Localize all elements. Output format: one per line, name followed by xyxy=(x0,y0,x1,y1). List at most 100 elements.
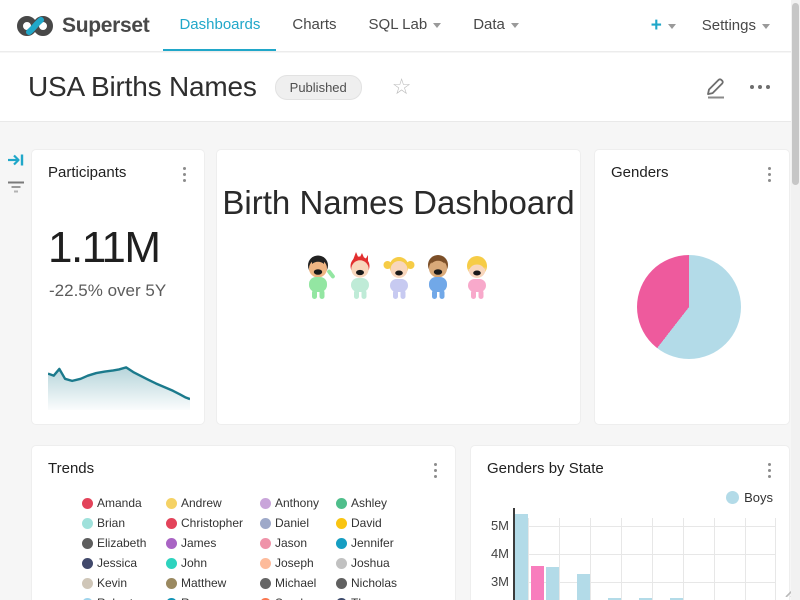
legend-label: Elizabeth xyxy=(97,536,147,550)
legend-item[interactable]: Matthew xyxy=(166,576,260,590)
legend-item[interactable]: Jennifer xyxy=(336,536,436,550)
scrollbar-thumb[interactable] xyxy=(792,3,799,185)
legend-item[interactable]: Joshua xyxy=(336,556,436,570)
nav-right: + Settings xyxy=(651,0,800,51)
legend-item[interactable]: Anthony xyxy=(260,496,336,510)
legend-dot xyxy=(82,537,93,549)
nav-item-dashboards[interactable]: Dashboards xyxy=(163,0,277,51)
legend-label: Joseph xyxy=(275,556,314,570)
superset-logo[interactable]: Superset xyxy=(16,0,150,51)
y-axis-tick: 4M xyxy=(490,546,509,561)
legend-item[interactable]: James xyxy=(166,536,260,550)
new-item-button[interactable]: + xyxy=(651,16,676,35)
legend-item[interactable]: Daniel xyxy=(260,516,336,530)
children-illustration xyxy=(217,252,580,304)
page-title: USA Births Names xyxy=(28,71,257,102)
nav-label: Charts xyxy=(292,16,337,33)
legend-item[interactable]: Jessica xyxy=(82,556,166,570)
gbs-bars xyxy=(471,446,789,600)
legend-item[interactable]: Kevin xyxy=(82,576,166,590)
bar-girls[interactable] xyxy=(530,566,544,600)
legend-item-boys[interactable]: Boys xyxy=(726,490,773,505)
legend-dot xyxy=(82,597,93,600)
legend-item[interactable]: Ashley xyxy=(336,496,436,510)
bar-boys[interactable] xyxy=(515,513,528,600)
top-nav: Superset Dashboards Charts SQL Lab Data … xyxy=(0,0,800,52)
legend-item[interactable]: Ryan xyxy=(166,596,260,600)
settings-menu[interactable]: Settings xyxy=(702,17,770,34)
y-axis-line xyxy=(513,508,515,600)
legend-dot xyxy=(82,497,93,509)
legend-label: Jessica xyxy=(97,556,138,570)
chevron-down-icon xyxy=(667,24,676,29)
gridline xyxy=(590,518,591,600)
more-ellipsis-icon[interactable] xyxy=(750,85,770,89)
legend-label: Nicholas xyxy=(351,576,398,590)
nav-item-data[interactable]: Data xyxy=(457,0,535,51)
legend-label: Christopher xyxy=(181,516,244,530)
legend-item[interactable]: Sarah xyxy=(260,596,336,600)
sparkline-line xyxy=(48,367,190,399)
gridline xyxy=(652,518,653,600)
legend-dot xyxy=(82,577,93,589)
filter-list-icon[interactable] xyxy=(7,180,25,194)
edit-pencil-icon[interactable] xyxy=(704,74,728,100)
bar-boys[interactable] xyxy=(608,597,621,600)
legend-label: Thomas xyxy=(351,596,394,600)
scrollbar-track[interactable] xyxy=(791,0,800,600)
legend-item[interactable]: Joseph xyxy=(260,556,336,570)
legend-label: Boys xyxy=(744,490,773,505)
legend-item[interactable]: David xyxy=(336,516,436,530)
legend-item[interactable]: Amanda xyxy=(82,496,166,510)
gridline xyxy=(513,582,775,583)
genders-pie[interactable] xyxy=(637,255,741,359)
legend-label: Daniel xyxy=(275,516,310,530)
nav-item-sql-lab[interactable]: SQL Lab xyxy=(353,0,458,51)
legend-dot xyxy=(166,597,177,600)
legend-dot xyxy=(260,577,271,589)
kebab-menu-icon[interactable] xyxy=(432,460,439,481)
kebab-menu-icon[interactable] xyxy=(181,164,188,185)
legend-label: Jason xyxy=(275,536,308,550)
bar-boys[interactable] xyxy=(546,566,559,600)
nav-label: Data xyxy=(473,16,505,33)
published-badge[interactable]: Published xyxy=(274,74,362,100)
trendline-sparkline[interactable] xyxy=(48,358,190,410)
bar-boys[interactable] xyxy=(639,597,652,600)
legend-item[interactable]: Brian xyxy=(82,516,166,530)
gridline xyxy=(513,526,775,527)
nav-label: SQL Lab xyxy=(368,16,428,33)
legend-dot xyxy=(166,517,177,529)
legend-item[interactable]: Andrew xyxy=(166,496,260,510)
legend-label: James xyxy=(181,536,217,550)
legend-label: Robert xyxy=(97,596,133,600)
legend-item[interactable]: Robert xyxy=(82,596,166,600)
bar-boys[interactable] xyxy=(577,573,590,600)
kebab-menu-icon[interactable] xyxy=(766,164,773,185)
legend-item[interactable]: Thomas xyxy=(336,596,436,600)
big-number-subheader: -22.5% over 5Y xyxy=(49,281,167,300)
legend-dot xyxy=(166,537,177,549)
legend-item[interactable]: John xyxy=(166,556,260,570)
legend-dot xyxy=(336,497,347,509)
y-axis-tick: 3M xyxy=(490,574,509,589)
legend-item[interactable]: Jason xyxy=(260,536,336,550)
legend-label: Ryan xyxy=(181,596,209,600)
nav-item-charts[interactable]: Charts xyxy=(276,0,352,51)
legend-label: Andrew xyxy=(181,496,222,510)
y-axis-tick: 5M xyxy=(490,518,509,533)
chart-title: Genders xyxy=(611,164,669,181)
expand-filter-bar-icon[interactable] xyxy=(7,152,25,168)
legend-item[interactable]: Christopher xyxy=(166,516,260,530)
kebab-menu-icon[interactable] xyxy=(766,460,773,481)
favorite-star-icon[interactable]: ☆ xyxy=(391,74,412,99)
legend-item[interactable]: Elizabeth xyxy=(82,536,166,550)
legend-dot xyxy=(166,557,177,569)
legend-item[interactable]: Nicholas xyxy=(336,576,436,590)
legend-dot xyxy=(726,491,740,504)
bar-boys[interactable] xyxy=(670,597,683,600)
legend-item[interactable]: Michael xyxy=(260,576,336,590)
legend-label: Matthew xyxy=(181,576,227,590)
gridline xyxy=(775,518,776,600)
gridline xyxy=(559,518,560,600)
